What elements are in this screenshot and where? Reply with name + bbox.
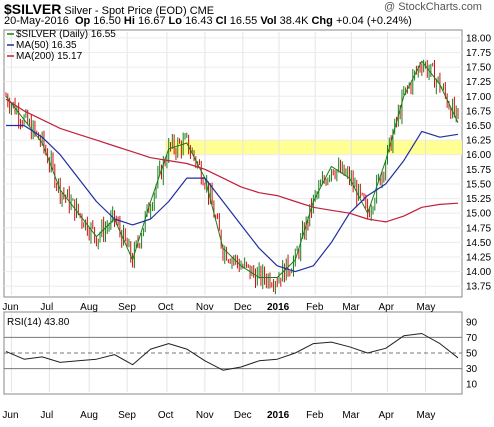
support-resistance-band [165,140,462,155]
chart-header-line2: 20-May-2016 Op 16.50 Hi 16.67 Lo 16.43 C… [4,15,412,27]
watermark: @ StockCharts.com [384,1,482,13]
volume-label: Vol [260,15,277,27]
price-x-tick-label: Aug [80,302,98,313]
price-x-tick-label: Mar [342,302,360,313]
price-y-tick-label: 14.50 [466,238,491,249]
price-x-tick-label: Nov [196,302,214,313]
price-y-tick-label: 14.00 [466,267,491,278]
rsi-y-tick-label: 50 [466,349,478,360]
price-y-tick-label: 15.00 [466,209,491,220]
open-label: Op [74,15,91,27]
ma50-line [6,124,459,273]
price-x-tick-label: Jun [2,302,18,313]
price-y-tick-label: 17.25 [466,77,491,88]
symbol: $SILVER [4,1,62,17]
rsi-line [5,333,459,371]
rsi-x-tick-label: 2016 [267,410,290,421]
price-y-tick-label: 15.25 [466,194,491,205]
silver-price-line [5,60,459,278]
high-value: 16.67 [137,15,166,27]
rsi-y-tick-label: 70 [466,333,478,344]
rsi-x-tick-label: Jul [40,410,53,421]
rsi-plot-frame [3,311,463,395]
rsi-y-tick-label: 30 [466,364,478,375]
price-x-tick-label: Sep [118,302,136,313]
price-x-tick-label: May [416,302,435,313]
price-y-tick-label: 15.50 [466,179,491,190]
price-y-tick-label: 17.00 [466,92,491,103]
legend-label: $SILVER (Daily) 16.55 [16,29,116,40]
price-y-tick-label: 16.25 [466,136,491,147]
quote-date: 20-May-2016 [4,15,69,27]
price-y-tick-label: 18.00 [466,33,491,44]
price-y-tick-label: 16.75 [466,106,491,117]
low-label: Lo [168,15,182,27]
price-x-tick-label: Apr [378,302,394,313]
exchange: CME [189,5,215,17]
instrument-name: Silver - Spot Price (EOD) [64,5,187,17]
price-y-tick-label: 13.75 [466,282,491,293]
change-label: Chg [311,15,333,27]
rsi-x-tick-label: Oct [158,410,174,421]
price-x-tick-label: Jul [40,302,53,313]
price-x-tick-label: 2016 [267,302,290,313]
rsi-x-tick-label: Sep [118,410,136,421]
rsi-x-tick-label: Aug [80,410,98,421]
rsi-x-tick-label: May [416,410,435,421]
legend-label: MA(50) 16.35 [16,40,77,51]
rsi-x-tick-label: Dec [234,410,252,421]
rsi-x-tick-label: Jun [2,410,18,421]
legend-label: MA(200) 15.17 [16,51,83,62]
open-value: 16.50 [93,15,121,27]
price-y-tick-label: 16.50 [466,121,491,132]
price-y-tick-label: 17.50 [466,63,491,74]
rsi-legend-label: RSI(14) 43.80 [7,317,70,328]
low-value: 16.43 [185,15,213,27]
price-x-tick-label: Oct [158,302,174,313]
price-y-tick-label: 14.25 [466,253,491,264]
close-label: Cl [215,15,227,27]
rsi-y-tick-label: 10 [466,380,478,391]
price-x-tick-label: Feb [306,302,324,313]
ma200-line [5,98,459,223]
price-y-tick-label: 16.00 [466,150,491,161]
rsi-y-tick-label: 90 [466,317,478,328]
rsi-x-tick-label: Apr [378,410,394,421]
volume-value: 38.4K [279,15,309,27]
close-value: 16.55 [229,15,258,27]
rsi-x-tick-label: Feb [306,410,324,421]
high-label: Hi [123,15,135,27]
price-x-tick-label: Dec [234,302,252,313]
change-value: +0.04 (+0.24%) [335,15,412,27]
price-y-tick-label: 17.75 [466,48,491,59]
rsi-x-tick-label: Nov [196,410,214,421]
price-y-tick-label: 15.75 [466,165,491,176]
price-y-tick-label: 14.75 [466,223,491,234]
chart-header-line1: $SILVER Silver - Spot Price (EOD) CME [4,1,214,17]
rsi-x-tick-label: Mar [342,410,360,421]
